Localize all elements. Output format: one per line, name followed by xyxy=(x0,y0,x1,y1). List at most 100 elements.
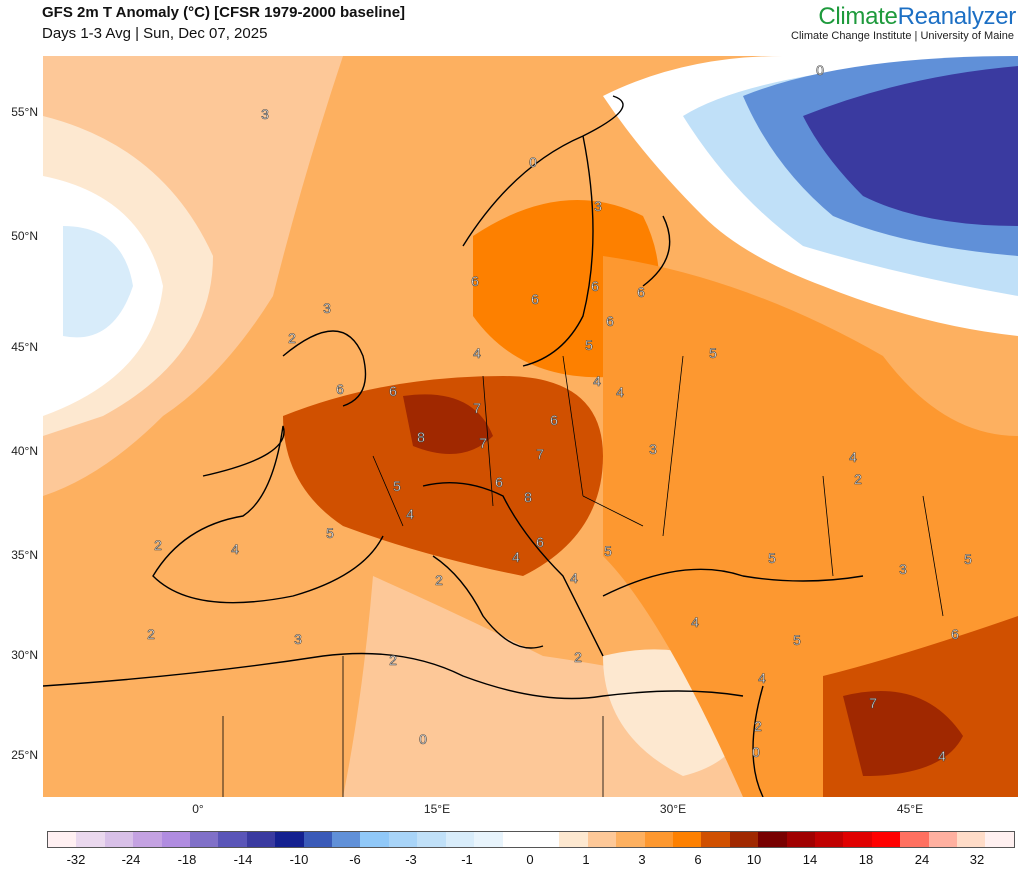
colorbar-tick: -1 xyxy=(461,852,473,867)
colorbar-segment xyxy=(786,832,815,847)
germany-darkest-region xyxy=(403,394,493,454)
colorbar-segment xyxy=(814,832,844,847)
colorbar-tick: 10 xyxy=(746,852,762,867)
colorbar-segment xyxy=(957,832,986,847)
contour-label: 6 xyxy=(606,313,614,329)
colorbar-tick: -14 xyxy=(233,852,253,867)
contour-label: 3 xyxy=(899,561,907,577)
lon-label-15e: 15°E xyxy=(423,802,451,816)
lat-label-55n: 55°N xyxy=(11,105,38,119)
lat-label-30n: 30°N xyxy=(11,648,38,662)
colorbar-segment xyxy=(559,832,588,847)
central-europe-dark-region xyxy=(283,376,603,576)
contour-label: 5 xyxy=(604,543,612,559)
contour-label: 4 xyxy=(691,614,699,630)
colorbar-segment xyxy=(360,832,389,847)
lat-label-35n: 35°N xyxy=(11,548,38,562)
contour-label: 6 xyxy=(336,381,344,397)
colorbar-segment xyxy=(48,832,77,847)
contour-label: 6 xyxy=(951,626,959,642)
arabia-darkest-region xyxy=(843,691,963,776)
contour-label: 4 xyxy=(512,549,520,565)
colorbar-segment xyxy=(758,832,787,847)
contour-label: 5 xyxy=(585,337,593,353)
contour-label: 7 xyxy=(536,446,544,462)
colorbar-segment xyxy=(332,832,361,847)
atlantic-blue-region xyxy=(63,226,133,338)
contour-label: 0 xyxy=(752,744,760,760)
contour-label: 6 xyxy=(637,284,645,300)
lat-label-50n: 50°N xyxy=(11,229,38,243)
colorbar-segment xyxy=(161,832,191,847)
contour-label: 4 xyxy=(593,373,601,389)
contour-label: 8 xyxy=(417,429,425,445)
colorbar-segment xyxy=(218,832,247,847)
colorbar-tick: 14 xyxy=(802,852,818,867)
country-borders xyxy=(222,355,944,797)
colorbar-segment xyxy=(133,832,162,847)
contour-label: 3 xyxy=(649,441,657,457)
lat-label-25n: 25°N xyxy=(11,748,38,762)
map-title: GFS 2m T Anomaly (°C) [CFSR 1979-2000 ba… xyxy=(42,4,406,21)
contour-label: 5 xyxy=(709,345,717,361)
contour-label: 2 xyxy=(435,572,443,588)
colorbar-tick: 3 xyxy=(638,852,646,867)
colorbar-tick: 18 xyxy=(858,852,874,867)
contour-label: 6 xyxy=(550,412,558,428)
contour-label: 8 xyxy=(524,489,532,505)
colorbar-segment xyxy=(474,832,503,847)
contour-label: 7 xyxy=(473,400,481,416)
contour-label: 0 xyxy=(529,154,537,170)
contour-label: 6 xyxy=(471,273,479,289)
colorbar-segment xyxy=(303,832,333,847)
contour-label: 4 xyxy=(473,345,481,361)
contour-label: 2 xyxy=(854,471,862,487)
contour-label: 3 xyxy=(594,198,602,214)
contour-label: 4 xyxy=(406,506,414,522)
colorbar-tick: -3 xyxy=(405,852,417,867)
contour-label: 7 xyxy=(479,435,487,451)
colorbar-segment xyxy=(672,832,702,847)
colorbar-tick: -24 xyxy=(121,852,141,867)
contour-label: 4 xyxy=(616,384,624,400)
contour-label: 6 xyxy=(531,291,539,307)
colorbar-tick: -6 xyxy=(349,852,361,867)
contour-label: 2 xyxy=(147,626,155,642)
colorbar-segment xyxy=(502,832,531,847)
contour-label: 4 xyxy=(938,748,946,764)
contour-label: 2 xyxy=(389,652,397,668)
colorbar-segment xyxy=(76,832,105,847)
logo-part1: Climate xyxy=(818,3,898,30)
colorbar-segment xyxy=(417,832,446,847)
contour-label: 5 xyxy=(768,550,776,566)
contour-label: 6 xyxy=(495,474,503,490)
contour-label: 2 xyxy=(574,649,582,665)
colorbar-segment xyxy=(388,832,418,847)
colorbar-tick: 0 xyxy=(526,852,534,867)
contour-label: 2 xyxy=(154,537,162,553)
contour-label: 5 xyxy=(393,478,401,494)
colorbar-segment xyxy=(928,832,957,847)
logo-part2: Reanalyzer xyxy=(897,3,1017,30)
colorbar-tick: 6 xyxy=(694,852,702,867)
climate-reanalyzer-logo[interactable]: ClimateReanalyzer xyxy=(818,3,1016,31)
contour-label: 4 xyxy=(758,670,766,686)
colorbar-tick: 32 xyxy=(969,852,985,867)
contour-label: 6 xyxy=(536,534,544,550)
colorbar-segment xyxy=(445,832,475,847)
colorbar-segment xyxy=(104,832,134,847)
contour-label: 3 xyxy=(323,300,331,316)
contour-label: 2 xyxy=(754,718,762,734)
contour-label: 4 xyxy=(849,449,857,465)
colorbar-segment xyxy=(644,832,673,847)
contour-label: 3 xyxy=(294,631,302,647)
colorbar-segment xyxy=(587,832,617,847)
contour-label: 5 xyxy=(964,551,972,567)
contour-label: 5 xyxy=(326,525,334,541)
colorbar-tick: -10 xyxy=(289,852,309,867)
colorbar-segment xyxy=(616,832,645,847)
lon-label-45e: 45°E xyxy=(896,802,924,816)
colorbar-tick: 24 xyxy=(914,852,930,867)
colorbar-segment xyxy=(246,832,276,847)
